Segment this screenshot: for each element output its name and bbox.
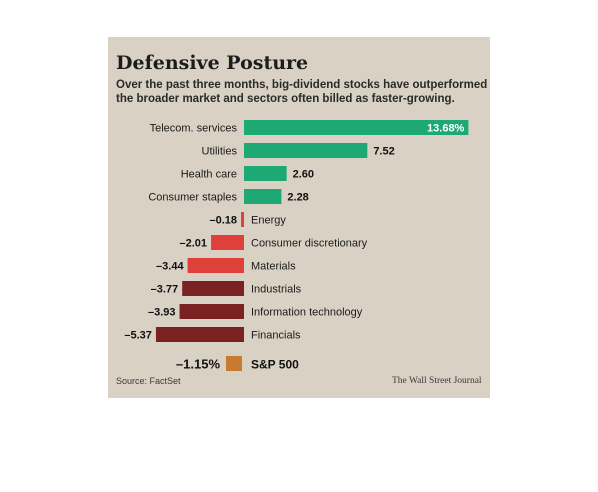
source-note: Source: FactSet xyxy=(116,376,181,386)
bar-6 xyxy=(187,258,244,273)
category-label-9: Financials xyxy=(251,330,301,342)
category-label-5: Consumer discretionary xyxy=(251,238,368,250)
reference-category-label: S&P 500 xyxy=(251,358,299,372)
bar-3 xyxy=(244,189,282,204)
value-label-5: –2.01 xyxy=(180,238,208,250)
value-label-4: –0.18 xyxy=(210,215,238,227)
category-label-8: Information technology xyxy=(251,307,363,319)
value-label-6: –3.44 xyxy=(156,261,184,273)
reference-bar xyxy=(226,356,242,371)
value-label-1: 7.52 xyxy=(373,146,394,158)
bar-4 xyxy=(241,212,244,227)
category-label-7: Industrials xyxy=(251,284,302,296)
bar-2 xyxy=(244,166,287,181)
value-label-2: 2.60 xyxy=(293,169,314,181)
bar-5 xyxy=(211,235,244,250)
category-label-6: Materials xyxy=(251,261,296,273)
bar-0 xyxy=(244,120,469,135)
value-label-3: 2.28 xyxy=(287,192,308,204)
category-label-3: Consumer staples xyxy=(148,192,237,204)
category-label-2: Health care xyxy=(181,169,237,181)
bar-8 xyxy=(179,304,244,319)
chart-subtitle: Over the past three months, big-dividend… xyxy=(116,79,488,105)
value-label-0: 13.68% xyxy=(427,123,465,135)
value-label-8: –3.93 xyxy=(148,307,176,319)
value-label-9: –5.37 xyxy=(124,330,152,342)
bar-7 xyxy=(182,281,244,296)
publisher-credit: The Wall Street Journal xyxy=(392,376,482,386)
category-label-4: Energy xyxy=(251,215,286,227)
bar-1 xyxy=(244,143,368,158)
reference-value-label: –1.15% xyxy=(176,357,221,372)
value-label-7: –3.77 xyxy=(151,284,179,296)
category-label-0: Telecom. services xyxy=(150,123,238,135)
chart-title: Defensive Posture xyxy=(116,52,309,74)
bar-9 xyxy=(155,327,244,342)
category-label-1: Utilities xyxy=(202,146,238,158)
